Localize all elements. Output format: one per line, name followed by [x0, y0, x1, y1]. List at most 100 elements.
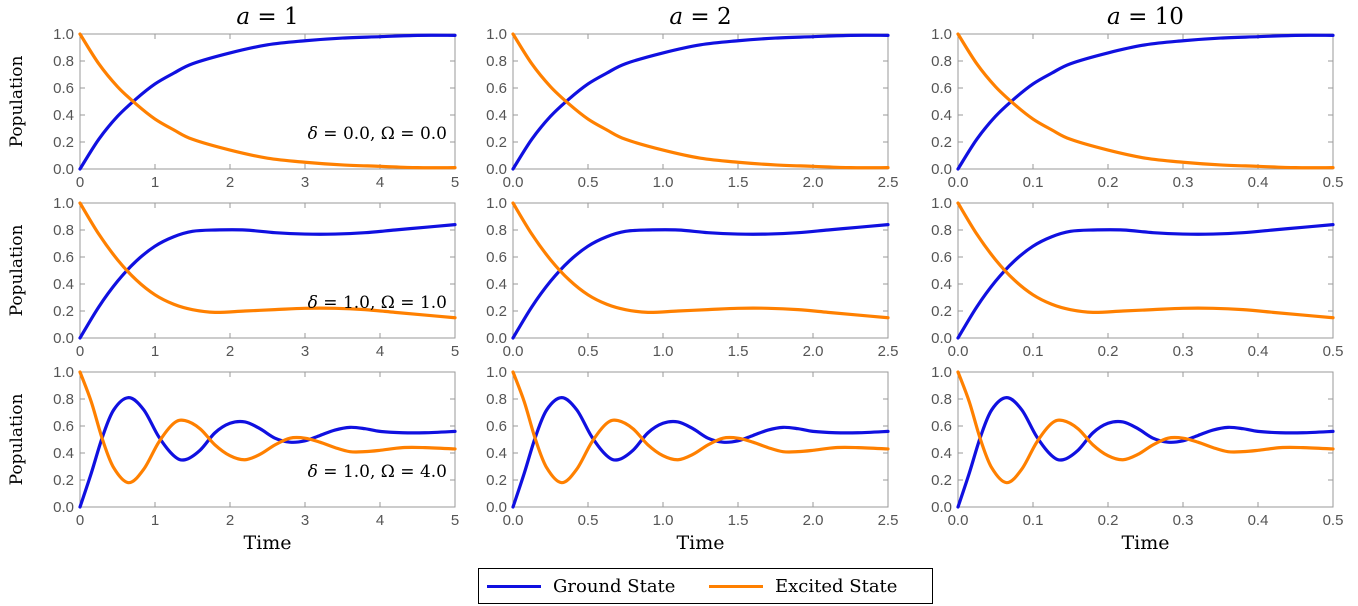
x-tick-label: 2.0 [803, 174, 824, 191]
x-tick-label: 0 [76, 174, 84, 191]
x-tick-label: 0.2 [1098, 343, 1119, 360]
y-tick-label: 0.8 [931, 391, 952, 408]
panel-r0-c2: 0.0 0.2 0.4 0.6 0.8 1.0 0.0 0.1 0.2 0.3 0.4 0.5 [931, 26, 1343, 191]
y-tick-label: 1.0 [486, 364, 507, 381]
y-tick-label: 0.4 [53, 276, 74, 293]
x-tick-label: 4 [376, 512, 384, 529]
x-tick-label: 0.1 [1023, 343, 1044, 360]
y-tick-label: 0.2 [486, 303, 507, 320]
y-tick-label: 0.0 [53, 161, 74, 178]
x-tick-label: 0.4 [1248, 343, 1269, 360]
y-tick-label: 0.0 [931, 161, 952, 178]
x-tick-label: 0.3 [1173, 343, 1194, 360]
panel-r2-c1: 0.0 0.2 0.4 0.6 0.8 1.0 0.0 0.5 1.0 1.5 2.0 2.5 Time [486, 364, 898, 554]
x-axis-label: Time [243, 532, 291, 554]
x-tick-label: 0.5 [578, 512, 599, 529]
x-tick-label: 2.0 [803, 512, 824, 529]
y-tick-label: 0.6 [486, 249, 507, 266]
y-axis-label-row-0: Population [7, 56, 27, 148]
x-tick-label: 0.5 [1323, 512, 1344, 529]
x-tick-label: 0.3 [1173, 174, 1194, 191]
x-tick-label: 3 [301, 512, 309, 529]
y-tick-label: 0.8 [931, 222, 952, 239]
y-tick-label: 0.4 [486, 445, 507, 462]
excited-state-line [511, 370, 890, 485]
y-tick-label: 0.8 [486, 391, 507, 408]
x-tick-label: 2.0 [803, 343, 824, 360]
excited-state-line [956, 201, 1335, 320]
ground-state-line [78, 33, 457, 171]
chart-legend: Ground State Excited State [478, 568, 933, 604]
y-tick-label: 0.8 [53, 53, 74, 70]
plot-frame [512, 371, 889, 508]
y-tick-label: 0.4 [931, 445, 952, 462]
x-tick-label: 2.5 [878, 174, 899, 191]
y-tick-label: 0.8 [486, 222, 507, 239]
x-tick-label: 0.0 [948, 174, 969, 191]
excited-state-line [78, 32, 457, 170]
y-tick-label: 0.2 [931, 472, 952, 489]
y-tick-label: 0.0 [53, 499, 74, 516]
y-tick-label: 1.0 [53, 26, 74, 43]
panel-r2-c2: 0.0 0.2 0.4 0.6 0.8 1.0 0.0 0.1 0.2 0.3 0.4 0.5 Time [931, 364, 1343, 554]
annotation-part: = 0.0, [318, 124, 381, 144]
y-tick-label: 1.0 [486, 26, 507, 43]
panel-r1-c2: 0.0 0.2 0.4 0.6 0.8 1.0 0.0 0.1 0.2 0.3 0.4 0.5 [931, 195, 1343, 360]
x-tick-label: 0.0 [503, 174, 524, 191]
column-title-1: a = 2 [669, 4, 731, 30]
y-tick-label: 0.4 [931, 107, 952, 124]
column-title-variable: a [236, 4, 250, 30]
x-tick-label: 0.1 [1023, 512, 1044, 529]
x-tick-label: 1 [151, 512, 159, 529]
x-tick-label: 1.5 [728, 343, 749, 360]
parameter-annotation: δ = 1.0, Ω = 1.0 [308, 293, 447, 313]
excited-state-swatch [709, 584, 763, 588]
panel-r0-c1: 0.0 0.2 0.4 0.6 0.8 1.0 0.0 0.5 1.0 1.5 2.0 2.5 [486, 26, 898, 191]
column-title-2: a = 10 [1107, 4, 1184, 30]
x-tick-label: 3 [301, 174, 309, 191]
annotation-part: = 1.0, [318, 462, 381, 482]
x-axis-label: Time [676, 532, 724, 554]
y-tick-label: 0.8 [53, 391, 74, 408]
x-tick-label: 2.5 [878, 512, 899, 529]
ground-state-swatch [487, 584, 541, 588]
legend-entry-ground: Ground State [487, 569, 675, 603]
y-tick-label: 1.0 [53, 195, 74, 212]
x-tick-label: 2 [226, 512, 234, 529]
excited-state-line [956, 370, 1335, 485]
x-tick-label: 0 [76, 343, 84, 360]
x-tick-label: 2 [226, 343, 234, 360]
y-tick-label: 0.4 [53, 107, 74, 124]
x-tick-label: 1.5 [728, 174, 749, 191]
legend-label-excited: Excited State [775, 575, 898, 597]
ground-state-line [956, 396, 1335, 509]
excited-state-line [511, 32, 890, 170]
y-tick-label: 0.2 [931, 303, 952, 320]
y-tick-label: 1.0 [931, 26, 952, 43]
y-tick-label: 0.2 [486, 472, 507, 489]
x-tick-label: 4 [376, 174, 384, 191]
annotation-part: = 1.0 [395, 293, 447, 313]
y-tick-label: 1.0 [53, 364, 74, 381]
legend-entry-excited: Excited State [709, 569, 897, 603]
x-tick-label: 0.0 [948, 343, 969, 360]
plot-frame [512, 33, 889, 170]
y-tick-label: 0.2 [53, 472, 74, 489]
y-tick-label: 0.2 [931, 134, 952, 151]
y-tick-label: 0.6 [931, 80, 952, 97]
parameter-annotation: δ = 0.0, Ω = 0.0 [308, 124, 447, 144]
x-tick-label: 0.0 [503, 343, 524, 360]
ground-state-line [78, 396, 457, 509]
y-tick-label: 1.0 [931, 364, 952, 381]
y-tick-label: 0.0 [931, 499, 952, 516]
annotation-part: = 1.0, [318, 293, 381, 313]
column-title-value: = 10 [1121, 4, 1184, 30]
x-tick-label: 2.5 [878, 343, 899, 360]
y-tick-label: 0.6 [53, 418, 74, 435]
x-tick-label: 5 [451, 174, 459, 191]
column-title-value: = 2 [683, 4, 732, 30]
x-tick-label: 1.5 [728, 512, 749, 529]
y-tick-label: 0.4 [53, 445, 74, 462]
